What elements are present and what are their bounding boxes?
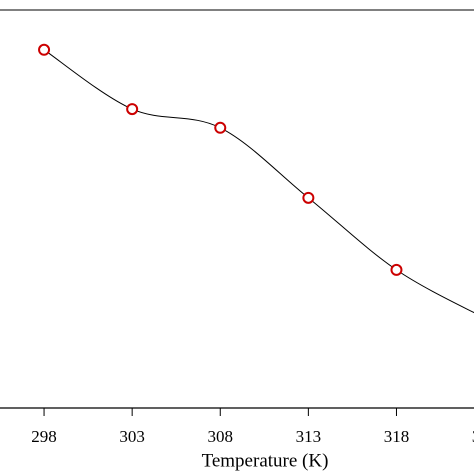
x-tick-label: 308 [208, 427, 234, 446]
data-point [126, 103, 139, 116]
x-tick-label: 303 [119, 427, 145, 446]
x-tick-label: 313 [296, 427, 322, 446]
x-tick-label: 318 [384, 427, 410, 446]
data-point [302, 191, 315, 204]
data-point [390, 263, 403, 276]
series-line [43, 49, 474, 314]
data-point [38, 43, 51, 56]
x-tick-label: 298 [31, 427, 57, 446]
x-axis-label: Temperature (K) [202, 450, 329, 471]
x-tick-label: 323 [472, 427, 474, 446]
data-point [214, 121, 227, 134]
